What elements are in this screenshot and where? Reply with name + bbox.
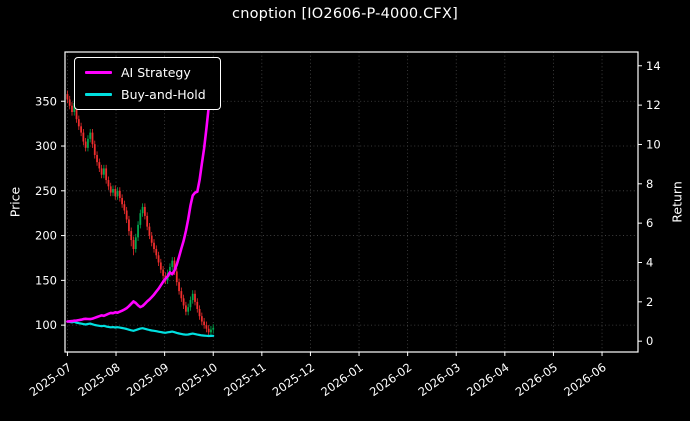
legend: AI Strategy Buy-and-Hold	[74, 57, 221, 110]
svg-text:4: 4	[646, 255, 653, 269]
svg-text:14: 14	[646, 59, 661, 73]
svg-text:2026-05: 2026-05	[513, 360, 560, 399]
svg-text:150: 150	[35, 273, 57, 287]
svg-text:2025-12: 2025-12	[270, 360, 317, 399]
svg-text:12: 12	[646, 98, 661, 112]
svg-text:350: 350	[35, 94, 57, 108]
svg-text:2025-07: 2025-07	[27, 360, 74, 399]
svg-text:100: 100	[35, 318, 57, 332]
svg-text:200: 200	[35, 229, 57, 243]
svg-text:0: 0	[646, 334, 653, 348]
svg-text:2026-03: 2026-03	[416, 360, 463, 399]
svg-text:300: 300	[35, 139, 57, 153]
svg-text:8: 8	[646, 177, 653, 191]
chart-title: cnoption [IO2606-P-4000.CFX]	[232, 6, 458, 22]
ai-strategy-line-swatch	[85, 71, 112, 74]
svg-text:2025-09: 2025-09	[124, 360, 171, 399]
svg-text:2026-04: 2026-04	[464, 360, 511, 399]
legend-item-buy-and-hold: Buy-and-Hold	[85, 87, 206, 102]
legend-label-ai-strategy: AI Strategy	[121, 65, 191, 80]
svg-text:2025-08: 2025-08	[75, 360, 122, 399]
svg-text:10: 10	[646, 137, 661, 151]
svg-text:2026-06: 2026-06	[561, 360, 608, 399]
svg-text:2: 2	[646, 295, 653, 309]
svg-text:2025-10: 2025-10	[173, 360, 220, 399]
svg-text:2026-02: 2026-02	[367, 360, 414, 399]
svg-text:2026-01: 2026-01	[318, 360, 365, 399]
svg-text:2025-11: 2025-11	[221, 360, 268, 399]
buy-and-hold-line-swatch	[85, 93, 112, 96]
legend-item-ai-strategy: AI Strategy	[85, 65, 206, 80]
legend-label-buy-and-hold: Buy-and-Hold	[121, 87, 206, 102]
svg-text:250: 250	[35, 184, 57, 198]
svg-text:6: 6	[646, 216, 653, 230]
